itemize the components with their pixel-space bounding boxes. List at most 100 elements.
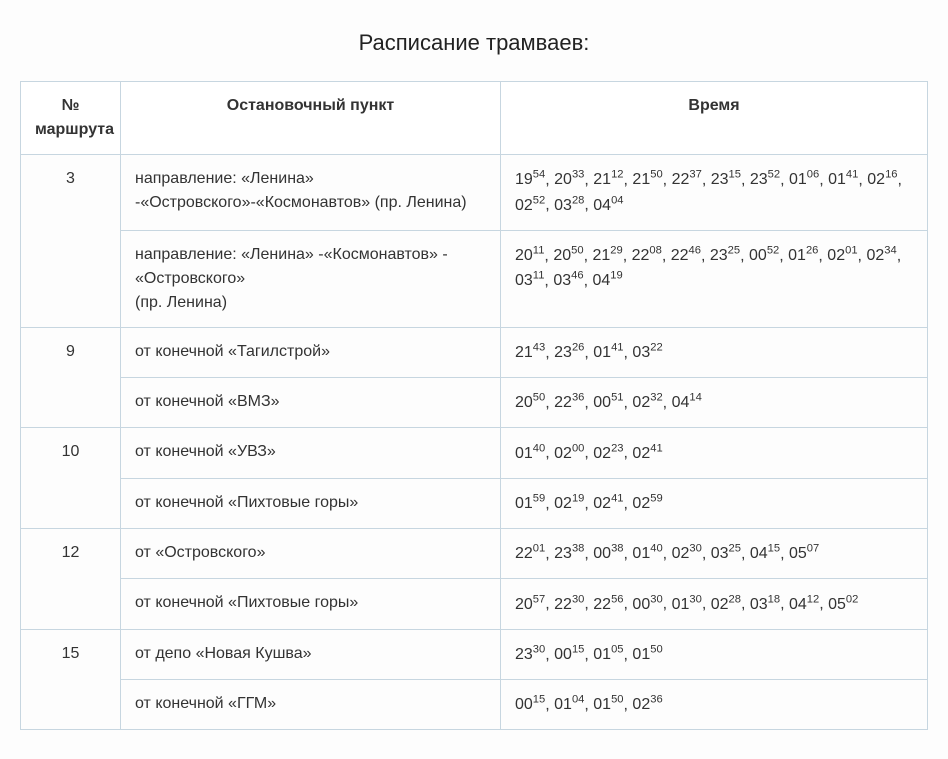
time-list: 2201, 2338, 0038, 0140, 0230, 0325, 0415… [501,528,928,578]
stop-name: от конечной «Тагилстрой» [121,327,501,377]
time-value: 0141 [593,344,623,361]
time-value: 0318 [750,596,780,613]
time-value: 0141 [828,171,858,188]
stop-name: от конечной «Пихтовые горы» [121,478,501,528]
time-value: 2050 [553,247,583,264]
time-value: 0159 [515,495,545,512]
time-value: 0126 [788,247,818,264]
time-value: 0502 [828,596,858,613]
col-stop: Остановочный пункт [121,82,501,155]
time-value: 2330 [515,646,545,663]
table-row: от конечной «ГГМ»0015, 0104, 0150, 0236 [21,679,928,729]
time-value: 2201 [515,545,545,562]
time-value: 0404 [593,197,623,214]
route-number: 3 [21,155,121,328]
time-value: 0140 [632,545,662,562]
table-row: 12от «Островского»2201, 2338, 0038, 0140… [21,528,928,578]
table-row: 3направление: «Ленина» -«Островского»-«К… [21,155,928,231]
time-value: 2143 [515,344,545,361]
time-list: 0159, 0219, 0241, 0259 [501,478,928,528]
stop-name: от «Островского» [121,528,501,578]
time-list: 2057, 2230, 2256, 0030, 0130, 0228, 0318… [501,579,928,629]
time-list: 2050, 2236, 0051, 0232, 0414 [501,377,928,427]
route-number: 12 [21,528,121,629]
time-value: 0219 [554,495,584,512]
route-number: 9 [21,327,121,428]
time-value: 0414 [672,394,702,411]
time-value: 2033 [554,171,584,188]
time-value: 2011 [515,247,544,264]
stop-name: от депо «Новая Кушва» [121,629,501,679]
time-value: 0232 [632,394,662,411]
time-value: 0346 [553,272,583,289]
time-value: 2338 [554,545,584,562]
stop-name: от конечной «Пихтовые горы» [121,579,501,629]
time-value: 0415 [750,545,780,562]
time-value: 0038 [593,545,623,562]
time-value: 0051 [593,394,623,411]
schedule-table: № маршрута Остановочный пункт Время 3нап… [20,81,928,730]
time-value: 0150 [632,646,662,663]
table-header-row: № маршрута Остановочный пункт Время [21,82,928,155]
time-list: 2011, 2050, 2129, 2208, 2246, 2325, 0052… [501,230,928,327]
time-list: 0015, 0104, 0150, 0236 [501,679,928,729]
stop-name: от конечной «ВМЗ» [121,377,501,427]
time-value: 2352 [750,171,780,188]
time-value: 0015 [554,646,584,663]
time-value: 0052 [749,247,779,264]
time-value: 0234 [866,247,896,264]
col-time: Время [501,82,928,155]
table-row: 10от конечной «УВЗ»0140, 0200, 0223, 024… [21,428,928,478]
time-value: 0223 [593,445,623,462]
time-value: 0105 [593,646,623,663]
time-value: 0241 [632,445,662,462]
time-value: 0150 [593,696,623,713]
time-value: 0230 [672,545,702,562]
table-row: направление: «Ленина» -«Космонавтов» - «… [21,230,928,327]
time-value: 0200 [554,445,584,462]
time-value: 0106 [789,171,819,188]
time-value: 2246 [671,247,701,264]
time-value: 2325 [710,247,740,264]
time-value: 0015 [515,696,545,713]
time-value: 0104 [554,696,584,713]
time-value: 0325 [711,545,741,562]
time-value: 0216 [867,171,897,188]
time-value: 0241 [593,495,623,512]
time-value: 0140 [515,445,545,462]
time-value: 1954 [515,171,545,188]
time-value: 0322 [632,344,662,361]
route-number: 15 [21,629,121,730]
time-value: 0252 [515,197,545,214]
route-number: 10 [21,428,121,529]
time-value: 0236 [632,696,662,713]
stop-name: от конечной «УВЗ» [121,428,501,478]
time-value: 0228 [711,596,741,613]
stop-name: направление: «Ленина» -«Космонавтов» - «… [121,230,501,327]
col-route: № маршрута [21,82,121,155]
time-value: 0201 [827,247,857,264]
time-value: 2236 [554,394,584,411]
time-value: 0328 [554,197,584,214]
time-value: 2237 [672,171,702,188]
time-value: 0311 [515,272,544,289]
time-value: 0030 [632,596,662,613]
stop-name: от конечной «ГГМ» [121,679,501,729]
time-value: 2326 [554,344,584,361]
stop-name: направление: «Ленина» -«Островского»-«Ко… [121,155,501,231]
time-list: 1954, 2033, 2112, 2150, 2237, 2315, 2352… [501,155,928,231]
time-value: 2150 [632,171,662,188]
time-value: 0412 [789,596,819,613]
page-title: Расписание трамваев: [20,30,928,56]
time-value: 0130 [672,596,702,613]
time-value: 2315 [711,171,741,188]
table-row: 15от депо «Новая Кушва»2330, 0015, 0105,… [21,629,928,679]
time-value: 2230 [554,596,584,613]
table-row: от конечной «Пихтовые горы»2057, 2230, 2… [21,579,928,629]
time-list: 2143, 2326, 0141, 0322 [501,327,928,377]
time-value: 2050 [515,394,545,411]
table-row: от конечной «Пихтовые горы»0159, 0219, 0… [21,478,928,528]
time-value: 2129 [592,247,622,264]
time-value: 2208 [632,247,662,264]
time-value: 0419 [592,272,622,289]
